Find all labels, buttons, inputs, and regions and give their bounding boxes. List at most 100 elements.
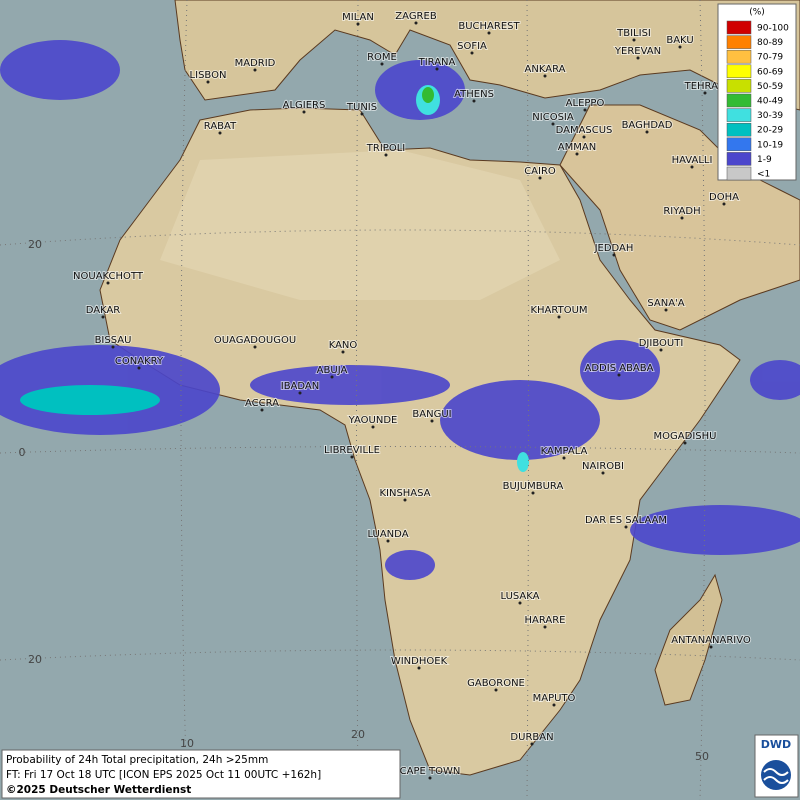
- city-dot: [632, 38, 636, 42]
- caption-line: FT: Fri 17 Oct 18 UTC [ICON EPS 2025 Oct…: [6, 769, 321, 781]
- city-dot: [386, 539, 390, 543]
- city-label: HARARE: [524, 615, 565, 626]
- city-dot: [487, 31, 491, 35]
- city-dot: [428, 776, 432, 780]
- city-dot: [341, 350, 345, 354]
- city-label: WINDHOEK: [391, 656, 448, 667]
- city-label: RABAT: [204, 121, 237, 132]
- logo: DWD: [761, 738, 791, 751]
- city-dot: [543, 74, 547, 78]
- legend-label: 20-29: [757, 126, 783, 136]
- city-label: BUCHAREST: [458, 21, 520, 32]
- city-label: ACCRA: [245, 398, 279, 409]
- legend-swatch: [726, 79, 752, 93]
- city-dot: [106, 281, 110, 285]
- city-label: ROME: [367, 52, 397, 63]
- city-dot: [414, 21, 418, 25]
- city-dot: [551, 122, 555, 126]
- city-dot: [683, 441, 687, 445]
- legend-swatch: [726, 64, 752, 79]
- precip-high: [20, 85, 529, 472]
- legend-swatch: [726, 49, 752, 64]
- city-label: ABUJA: [317, 365, 348, 376]
- city-dot: [557, 315, 561, 319]
- city-label: LIBREVILLE: [324, 445, 380, 456]
- city-label: ADDIS ABABA: [585, 363, 654, 374]
- city-dot: [302, 110, 306, 114]
- city-label: SOFIA: [457, 41, 487, 52]
- europe: [174, 0, 800, 111]
- city-dot: [260, 408, 264, 412]
- legend-swatch: [726, 122, 752, 137]
- legend-swatch: [726, 35, 752, 49]
- city-dot: [137, 366, 141, 370]
- city-label: CAPE TOWN: [400, 766, 461, 777]
- city-dot: [111, 345, 115, 349]
- logo-waves: [763, 768, 789, 784]
- city-dot: [206, 80, 210, 84]
- city-label: YAOUNDE: [348, 415, 398, 426]
- city-dot: [435, 67, 439, 71]
- city-label: MOGADISHU: [654, 431, 717, 442]
- city-label: CONAKRY: [115, 356, 164, 367]
- city-label: BUJUMBURA: [503, 481, 564, 492]
- logo-icon: [761, 760, 791, 790]
- city-label: KHARTOUM: [530, 305, 587, 316]
- city-label: OUAGADOUGOU: [214, 335, 296, 346]
- city-dot: [384, 153, 388, 157]
- city-dot: [518, 601, 522, 605]
- city-label: AMMAN: [558, 142, 596, 153]
- grid-label: 20: [28, 238, 42, 251]
- city-label: SANA'A: [647, 298, 684, 309]
- city-dot: [218, 131, 222, 135]
- city-label: ALEPPO: [566, 98, 605, 109]
- city-label: JEDDAH: [594, 243, 634, 254]
- city-dot: [380, 62, 384, 66]
- legend-label: 70-79: [757, 53, 783, 63]
- grid-label: 0: [19, 446, 26, 459]
- legend-label: <1: [757, 170, 770, 180]
- city-dot: [703, 91, 707, 95]
- city-label: MADRID: [235, 58, 276, 69]
- city-label: ZAGREB: [395, 11, 437, 22]
- city-dot: [709, 645, 713, 649]
- city-dot: [645, 130, 649, 134]
- city-dot: [430, 419, 434, 423]
- city-label: NAIROBI: [582, 461, 624, 472]
- city-dot: [664, 308, 668, 312]
- legend-swatch: [726, 20, 752, 35]
- city-label: GABORONE: [467, 678, 525, 689]
- city-dot: [530, 742, 534, 746]
- city-dot: [659, 348, 663, 352]
- legend-swatch: [726, 166, 752, 181]
- city-label: DOHA: [709, 192, 739, 203]
- city-dot: [531, 491, 535, 495]
- city-label: LISBON: [190, 70, 227, 81]
- caption-line: Probability of 24h Total precipitation, …: [6, 754, 268, 766]
- city-label: BAGHDAD: [622, 120, 673, 131]
- city-dot: [583, 108, 587, 112]
- city-dot: [330, 375, 334, 379]
- city-label: MILAN: [342, 12, 374, 23]
- city-label: KAMPALA: [541, 446, 588, 457]
- city-dot: [494, 688, 498, 692]
- grid-label: 20: [351, 728, 365, 741]
- city-label: CAIRO: [524, 166, 556, 177]
- city-label: ATHENS: [454, 89, 494, 100]
- city-label: BISSAU: [95, 335, 132, 346]
- city-label: MAPUTO: [533, 693, 576, 704]
- city-dot: [552, 703, 556, 707]
- caption-box: [1, 749, 401, 799]
- city-label: DURBAN: [510, 732, 553, 743]
- legend-label: 60-69: [757, 67, 783, 77]
- city-label: NOUAKCHOTT: [73, 271, 144, 282]
- legend-label: 10-19: [757, 140, 783, 150]
- city-label: LUANDA: [367, 529, 408, 540]
- city-dot: [690, 165, 694, 169]
- city-label: BANGUI: [412, 409, 451, 420]
- city-dot: [582, 135, 586, 139]
- legend: (%) 90-100 80-89 70-79 60-69 50-59 40-49 30-39…: [717, 3, 797, 181]
- grid-label: 20: [28, 653, 42, 666]
